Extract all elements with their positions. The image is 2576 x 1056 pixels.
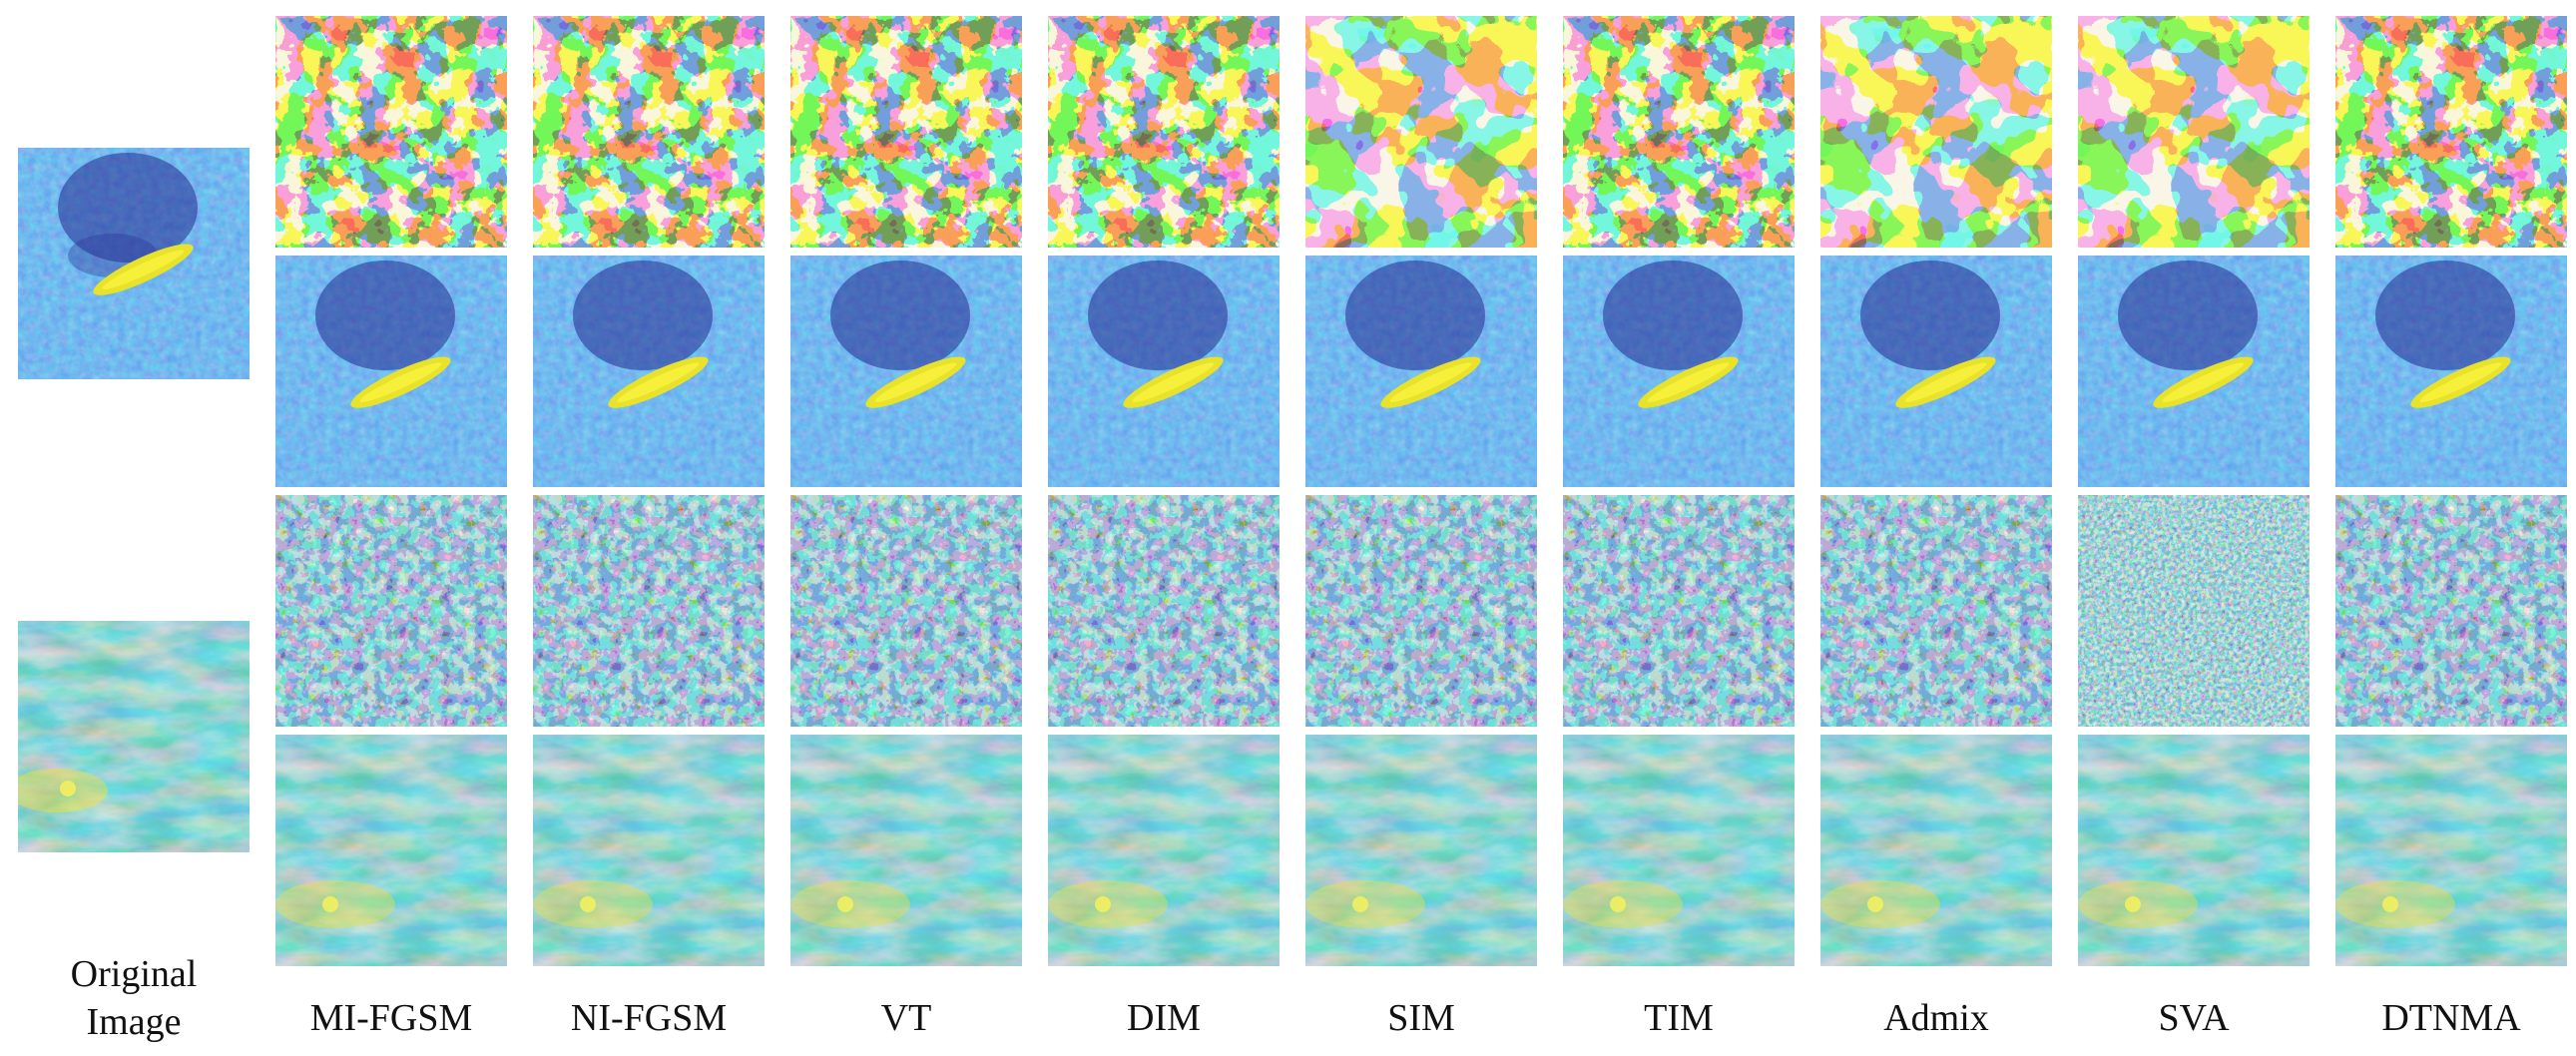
method-label-dim: DIM — [1127, 997, 1201, 1039]
perturbation-terrain-admix — [1820, 495, 2052, 727]
perturbation-terrain-tim — [1563, 495, 1795, 727]
original-image-label: Original Image — [18, 950, 250, 1046]
perturbation-ship-dtnma — [2335, 16, 2567, 248]
adversarial-terrain-admix — [1820, 735, 2052, 966]
method-label-vt: VT — [880, 997, 932, 1039]
adversarial-ship-vt — [790, 256, 1022, 487]
original-label-line2: Image — [86, 1001, 182, 1043]
method-label-admix: Admix — [1883, 997, 1989, 1039]
adversarial-terrain-tim — [1563, 735, 1795, 966]
perturbation-ship-admix — [1820, 16, 2052, 248]
perturbation-ship-mi-fgsm — [275, 16, 507, 248]
adversarial-terrain-sva — [2078, 735, 2310, 966]
perturbation-terrain-dtnma — [2335, 495, 2567, 727]
adversarial-ship-dim — [1048, 256, 1280, 487]
perturbation-ship-sva — [2078, 16, 2310, 248]
adversarial-ship-sim — [1305, 256, 1537, 487]
method-label-ni-fgsm: NI-FGSM — [570, 997, 728, 1039]
adversarial-terrain-dim — [1048, 735, 1280, 966]
adversarial-ship-mi-fgsm — [275, 256, 507, 487]
perturbation-terrain-sim — [1305, 495, 1537, 727]
original-label-line1: Original — [70, 953, 198, 995]
perturbation-ship-tim — [1563, 16, 1795, 248]
method-label-sim: SIM — [1387, 997, 1455, 1039]
perturbation-terrain-vt — [790, 495, 1022, 727]
method-label-sva: SVA — [2158, 997, 2230, 1039]
method-label-dtnma: DTNMA — [2381, 997, 2521, 1039]
adversarial-ship-ni-fgsm — [533, 256, 765, 487]
original-terrain-image — [18, 621, 250, 852]
perturbation-ship-vt — [790, 16, 1022, 248]
adversarial-terrain-sim — [1305, 735, 1537, 966]
adversarial-terrain-vt — [790, 735, 1022, 966]
adversarial-terrain-ni-fgsm — [533, 735, 765, 966]
method-label-mi-fgsm: MI-FGSM — [309, 997, 473, 1039]
perturbation-ship-dim — [1048, 16, 1280, 248]
perturbation-ship-sim — [1305, 16, 1537, 248]
adversarial-ship-sva — [2078, 256, 2310, 487]
adversarial-terrain-mi-fgsm — [275, 735, 507, 966]
perturbation-terrain-mi-fgsm — [275, 495, 507, 727]
method-label-tim: TIM — [1644, 997, 1714, 1039]
adversarial-ship-dtnma — [2335, 256, 2567, 487]
perturbation-terrain-ni-fgsm — [533, 495, 765, 727]
original-ship-image — [18, 148, 250, 379]
adversarial-ship-admix — [1820, 256, 2052, 487]
perturbation-terrain-dim — [1048, 495, 1280, 727]
adversarial-terrain-dtnma — [2335, 735, 2567, 966]
adversarial-ship-tim — [1563, 256, 1795, 487]
perturbation-ship-ni-fgsm — [533, 16, 765, 248]
perturbation-terrain-sva — [2078, 495, 2310, 727]
